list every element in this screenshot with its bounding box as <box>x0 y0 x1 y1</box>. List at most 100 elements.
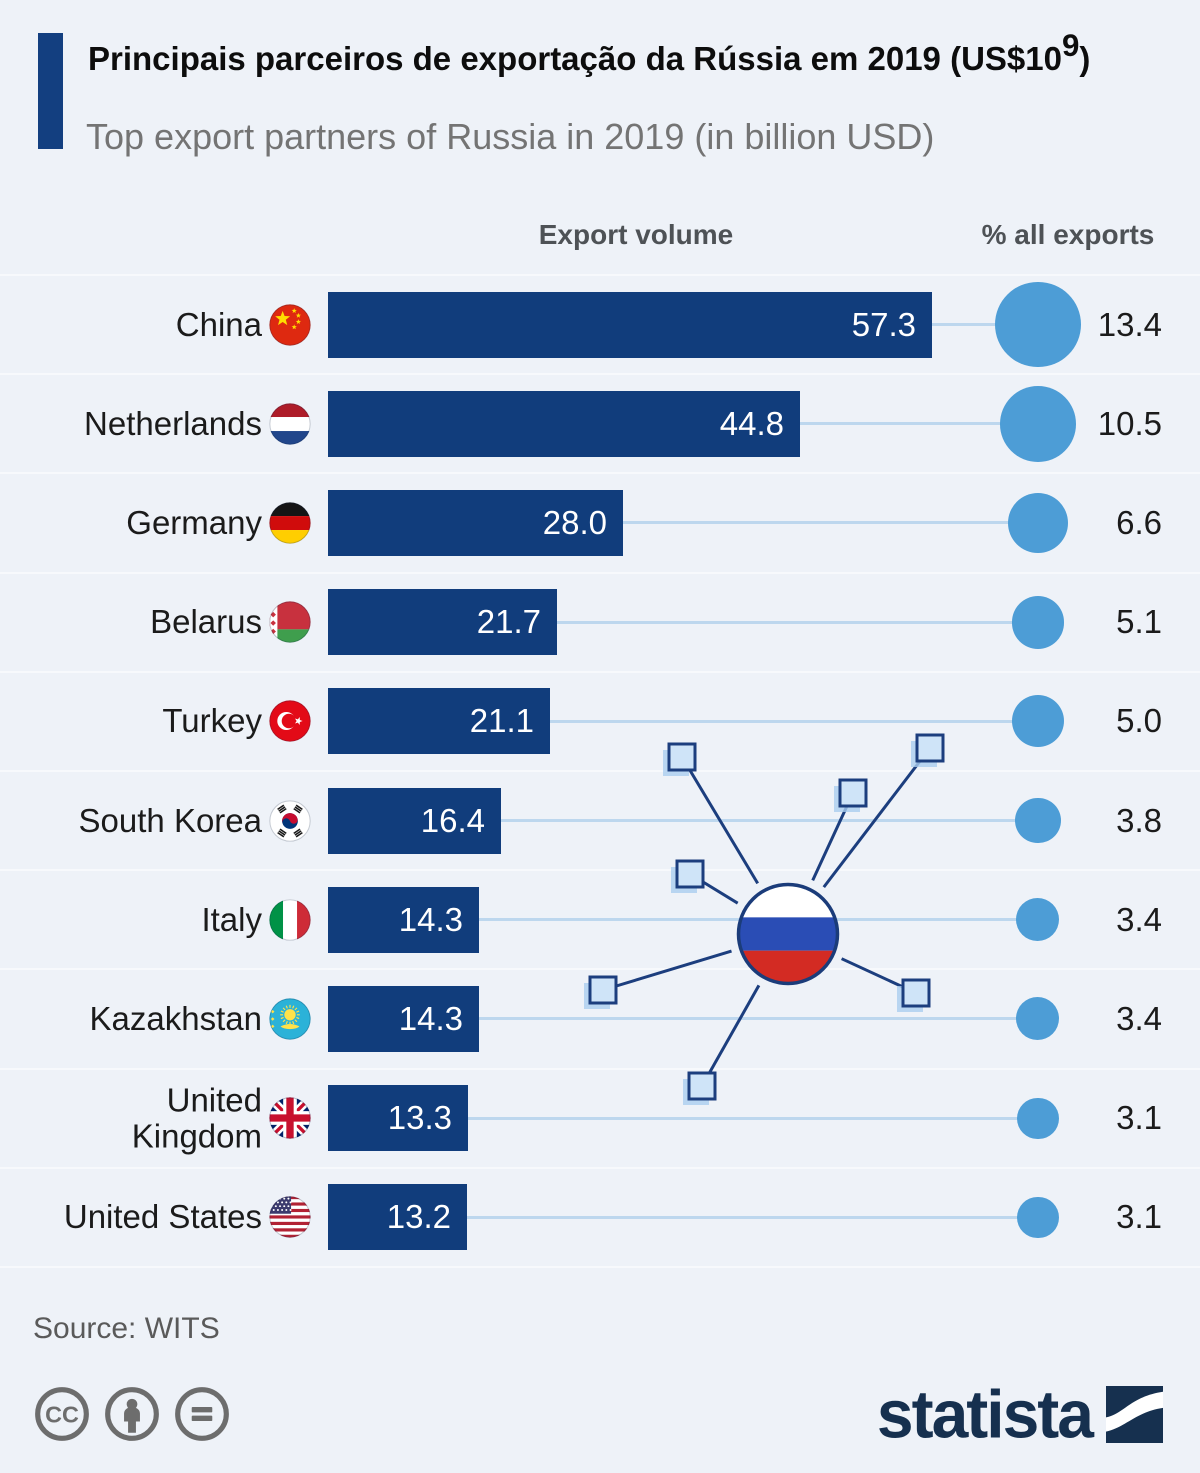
export-bar: 14.3 <box>328 985 479 1052</box>
export-bar: 44.8 <box>328 390 800 457</box>
connector-line <box>932 323 1038 327</box>
share-bubble <box>1000 385 1076 462</box>
chart-row: China 57.3 13.4 <box>0 275 1200 374</box>
bar-value-label: 57.3 <box>851 305 916 343</box>
flag-wrap <box>269 1196 311 1239</box>
share-value-label: 3.8 <box>1116 801 1162 839</box>
share-value-label: 13.4 <box>1097 305 1162 343</box>
flag-china-icon <box>269 303 311 346</box>
title-accent-bar <box>38 33 63 149</box>
row-separator <box>0 373 1200 376</box>
chart-row: South Korea 16.4 3.8 <box>0 771 1200 870</box>
row-separator <box>0 968 1200 971</box>
connector-line <box>468 1116 1038 1120</box>
bar-value-label: 21.7 <box>476 603 541 641</box>
row-separator <box>0 571 1200 574</box>
bar-value-label: 21.1 <box>469 702 534 740</box>
share-bubble <box>1011 695 1065 748</box>
bar-value-label: 16.4 <box>420 801 485 839</box>
statista-logo: statista <box>876 1376 1163 1452</box>
share-bubble <box>1016 997 1060 1041</box>
export-bar: 57.3 <box>328 291 932 358</box>
row-separator <box>0 472 1200 475</box>
export-bar: 14.3 <box>328 886 479 953</box>
country-label: Netherlands <box>84 404 262 442</box>
flag-wrap <box>269 403 311 445</box>
title-suffix: ) <box>1079 40 1091 77</box>
share-bubble <box>995 281 1081 368</box>
flag-turkey-icon <box>269 700 311 743</box>
flag-wrap <box>269 899 311 941</box>
connector-line <box>479 918 1038 922</box>
page-subtitle: Top export partners of Russia in 2019 (i… <box>86 116 935 157</box>
flag-wrap <box>269 998 311 1040</box>
row-separator <box>0 770 1200 772</box>
chart-row: Germany 28.0 6.6 <box>0 473 1200 572</box>
row-separator <box>0 1166 1200 1169</box>
share-bubble <box>1015 797 1061 844</box>
share-value-label: 3.4 <box>1116 900 1162 938</box>
export-bar: 21.1 <box>328 688 550 755</box>
bar-value-label: 44.8 <box>719 404 784 442</box>
connector-line <box>800 422 1038 426</box>
flag-italy-icon <box>269 899 311 941</box>
statista-logo-mark-icon <box>1106 1385 1163 1443</box>
bar-value-label: 28.0 <box>542 503 607 541</box>
export-bar: 13.3 <box>328 1085 468 1152</box>
share-bubble <box>1011 595 1065 649</box>
page-title: Principais parceiros de exportação da Rú… <box>88 30 1091 78</box>
country-label: Kazakhstan <box>89 1000 262 1038</box>
country-label: United States <box>63 1198 262 1236</box>
connector-line <box>501 819 1038 823</box>
svg-text:CC: CC <box>45 1401 79 1427</box>
country-label: South Korea <box>78 801 262 839</box>
flag-wrap <box>269 1097 311 1139</box>
chart-row: Netherlands 44.8 10.5 <box>0 374 1200 473</box>
export-bar: 21.7 <box>328 589 557 656</box>
connector-line <box>479 1017 1038 1021</box>
chart-row: Kazakhstan 14.3 3.4 <box>0 969 1200 1068</box>
share-value-label: 3.1 <box>1116 1198 1162 1236</box>
connector-line <box>557 620 1038 624</box>
country-label: United Kingdom <box>131 1081 262 1155</box>
share-value-label: 3.4 <box>1116 999 1162 1037</box>
share-bubble <box>1017 1097 1059 1139</box>
share-value-label: 3.1 <box>1116 1099 1162 1137</box>
country-label: Germany <box>126 504 262 542</box>
attribution-icon <box>105 1387 159 1441</box>
flag-netherlands-icon <box>269 403 311 445</box>
connector-line <box>467 1215 1038 1219</box>
share-value-label: 10.5 <box>1097 404 1162 442</box>
column-header-export-volume: Export volume <box>538 219 734 250</box>
license-icons: CC <box>33 1385 231 1443</box>
flag-wrap <box>269 799 311 842</box>
export-bar: 28.0 <box>328 489 623 556</box>
source-label: Source: WITS <box>33 1312 220 1345</box>
country-label: Turkey <box>162 702 262 740</box>
bar-value-label: 14.3 <box>398 900 463 938</box>
share-value-label: 6.6 <box>1116 503 1162 541</box>
country-label: Italy <box>201 900 262 938</box>
chart-row: Italy 14.3 3.4 <box>0 870 1200 969</box>
export-bar: 13.2 <box>328 1184 467 1251</box>
connector-line <box>550 719 1038 723</box>
cc-icon: CC <box>35 1387 89 1441</box>
flag-wrap <box>269 502 311 544</box>
share-bubble <box>1016 898 1060 942</box>
chart-row: Turkey 21.1 5.0 <box>0 672 1200 771</box>
country-label: China <box>175 305 262 343</box>
country-label: Belarus <box>150 603 262 641</box>
title-text: Principais parceiros de exportação da Rú… <box>88 40 1062 77</box>
share-value-label: 5.1 <box>1116 603 1162 641</box>
equal-icon <box>175 1387 229 1441</box>
flag-germany-icon <box>269 502 311 544</box>
statista-wordmark: statista <box>876 1376 1094 1452</box>
flag-united-kingdom-icon <box>269 1097 311 1139</box>
share-bubble <box>1007 492 1068 553</box>
flag-wrap <box>269 700 311 743</box>
share-value-label: 5.0 <box>1116 702 1162 740</box>
chart-row: Belarus 21.7 5.1 <box>0 573 1200 672</box>
row-separator <box>0 274 1200 276</box>
row-separator <box>0 869 1200 872</box>
